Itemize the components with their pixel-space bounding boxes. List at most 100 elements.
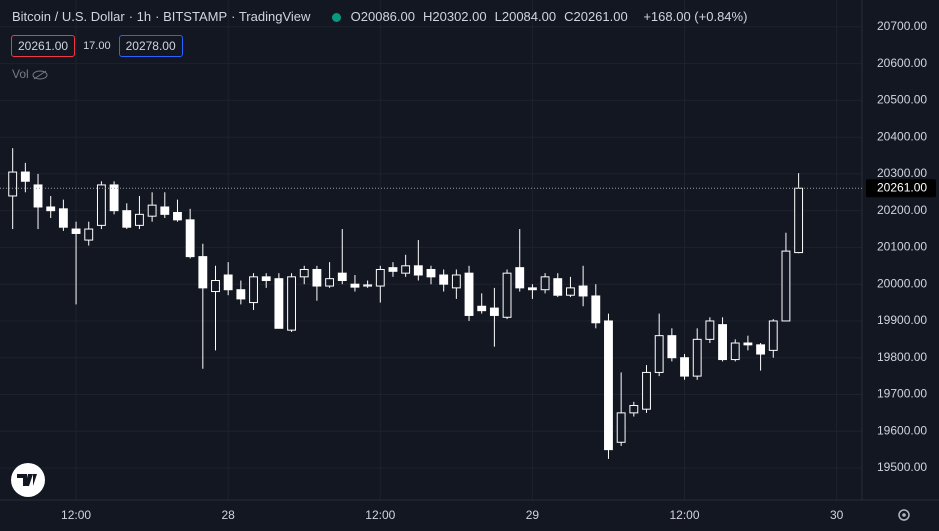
y-tick-label: 20600.00 (877, 56, 927, 70)
candle-body (489, 307, 499, 316)
y-tick-label: 19900.00 (877, 313, 927, 327)
candle-body (236, 289, 246, 300)
candle-body (96, 184, 106, 226)
candle-body (160, 206, 170, 215)
ohlc-value: 20302.00 (432, 9, 487, 24)
candle-body (185, 219, 195, 258)
x-tick-label: 12:00 (365, 508, 395, 522)
y-tick-label: 19500.00 (877, 460, 927, 474)
candle-body (477, 305, 487, 312)
candles (8, 148, 804, 459)
candle-body (401, 265, 411, 274)
candle-body (299, 268, 309, 278)
candle-body (198, 256, 208, 289)
y-tick-label: 20100.00 (877, 240, 927, 254)
candle-body (33, 184, 43, 208)
candle-body (223, 274, 233, 291)
candle-body (426, 268, 436, 278)
candle-body (743, 342, 753, 346)
candle-body (781, 250, 791, 322)
interval: 1h (136, 9, 152, 24)
candle-body (325, 278, 335, 287)
candle-body (680, 357, 689, 377)
y-tick-label: 20500.00 (877, 93, 927, 107)
candle-body (287, 276, 296, 331)
y-tick-label: 19600.00 (877, 423, 927, 437)
candle-body (768, 320, 778, 351)
ohlc-value: 20084.00 (501, 9, 557, 24)
candle-body (654, 335, 664, 373)
change: +168.00 (+0.84%) (643, 9, 748, 24)
candle-body (451, 274, 461, 289)
x-tick-label: 30 (830, 508, 844, 522)
y-tick-label: 20400.00 (877, 129, 927, 143)
candle-body (591, 295, 601, 324)
candle-body (58, 208, 68, 228)
candle-body (527, 287, 537, 291)
candle-body (249, 276, 258, 304)
candle-body (604, 320, 613, 451)
candle-body (84, 228, 94, 241)
candle-body (464, 272, 474, 316)
bid[interactable]: 20261.00 (11, 35, 76, 57)
candle-body (122, 210, 132, 228)
ohlc-key: L (494, 9, 502, 24)
volume-label: Vol (12, 67, 48, 81)
y-tick-label: 19800.00 (877, 350, 927, 364)
candle-body (667, 335, 677, 359)
candle-body (629, 405, 639, 414)
y-tick-label: 20700.00 (877, 19, 927, 33)
symbol: Bitcoin / U.S. Dollar (12, 9, 125, 24)
last-price-label: 20261.00 (877, 180, 927, 194)
ohlc-value: 20086.00 (360, 9, 415, 24)
eye-off-icon[interactable] (32, 70, 48, 80)
last-price-box (866, 179, 936, 198)
candle-body (502, 272, 512, 318)
quote-row: 20261.00 17.00 20278.00 (11, 35, 183, 57)
spread: 17.00 (83, 40, 111, 52)
source: TradingView (238, 9, 311, 24)
x-tick-label: 12:00 (670, 508, 700, 522)
candle-body (616, 412, 626, 443)
candle-body (363, 284, 373, 287)
candle-body (46, 206, 56, 212)
candle-body (350, 283, 360, 288)
candle-body (261, 276, 271, 282)
candle-body (20, 171, 30, 182)
ask[interactable]: 20278.00 (118, 35, 183, 57)
candle-body (109, 184, 119, 212)
ohlc: O20086.00 H20302.00 L20084.00 C20261.00 (351, 9, 636, 24)
candle-body (147, 204, 157, 217)
candle-body (794, 187, 804, 254)
candle-body (730, 342, 740, 361)
candle-body (439, 274, 449, 285)
settings-icon[interactable] (898, 509, 910, 521)
candle-body (566, 287, 575, 296)
candle-body (337, 272, 347, 282)
ohlc-key: H (423, 9, 433, 24)
y-tick-label: 20200.00 (877, 203, 927, 217)
candle-body (692, 338, 702, 377)
ohlc-key: C (564, 9, 574, 24)
candle-body (705, 320, 715, 340)
candle-body (718, 324, 727, 361)
tv-logo (11, 463, 45, 497)
candle-body (540, 276, 550, 291)
candle-body (8, 171, 18, 197)
x-tick-label: 29 (526, 508, 540, 522)
ohlc-key: O (350, 9, 361, 24)
candle-body (553, 278, 563, 296)
candle-body (71, 228, 81, 234)
axes: 19500.00 19600.00 19700.00 19800.00 19900.00… (0, 19, 936, 522)
candle-body (515, 267, 525, 289)
candle-body (642, 371, 651, 410)
ohlc-value: 20261.00 (573, 9, 628, 24)
candle-body (173, 212, 182, 221)
candle-body (211, 280, 220, 293)
status-dot (332, 13, 342, 23)
candle-body (578, 285, 588, 297)
x-tick-label: 28 (221, 508, 235, 522)
candle-body (375, 268, 385, 287)
candle-body (413, 265, 423, 276)
